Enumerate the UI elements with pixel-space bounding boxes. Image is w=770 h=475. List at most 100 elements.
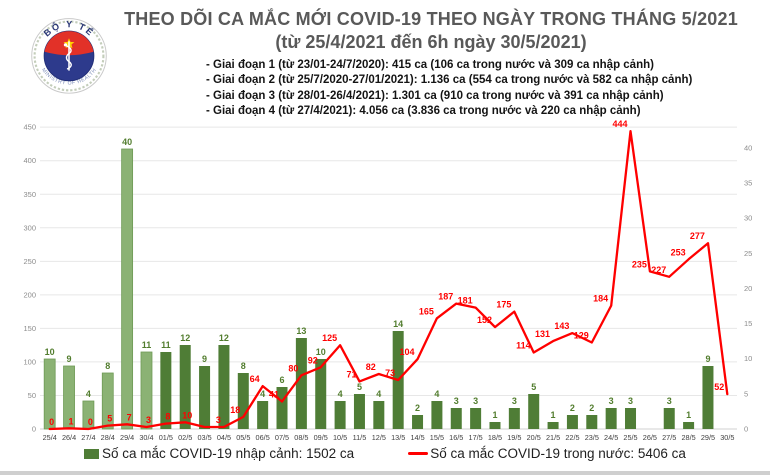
x-axis-label-10/5: 10/5 (333, 433, 347, 442)
page-subtitle: (từ 25/4/2021 đến 6h ngày 30/5/2021) (275, 32, 587, 52)
line-label-27/5: 227 (651, 265, 666, 275)
x-axis-label-29/4: 29/4 (120, 433, 134, 442)
bar-08/5 (295, 338, 307, 429)
bar-20/5 (528, 394, 540, 429)
x-axis-label-21/5: 21/5 (546, 433, 560, 442)
line-label-24/5: 184 (593, 294, 608, 304)
line-label-19/5: 175 (496, 300, 511, 310)
bar-label-25/5: 3 (628, 396, 633, 406)
x-axis-label-08/5: 08/5 (294, 433, 308, 442)
legend-domestic: Số ca mắc COVID-19 trong nước: 5406 ca (408, 446, 686, 461)
bar-28/5 (683, 422, 695, 429)
x-axis-label-05/5: 05/5 (236, 433, 250, 442)
x-axis-label-01/5: 01/5 (159, 433, 173, 442)
bar-label-17/5: 3 (473, 396, 478, 406)
line-label-26/4: 1 (69, 416, 74, 426)
bar-01/5 (160, 352, 172, 429)
y-axis-label-right: 30 (744, 214, 752, 223)
bar-label-16/5: 3 (454, 396, 459, 406)
x-axis-label-25/5: 25/5 (623, 433, 637, 442)
legend-bar-swatch (84, 448, 100, 459)
bar-03/5 (199, 366, 211, 429)
x-axis-label-04/5: 04/5 (217, 433, 231, 442)
bar-09/5 (315, 359, 327, 429)
x-axis-label-23/5: 23/5 (585, 433, 599, 442)
bar-label-25/4: 10 (45, 347, 55, 357)
x-axis-label-18/5: 18/5 (488, 433, 502, 442)
y-axis-label-right: 40 (744, 143, 752, 152)
y-axis-label-left: 200 (23, 290, 36, 299)
y-axis-label-right: 35 (744, 178, 752, 187)
x-axis-label-14/5: 14/5 (410, 433, 424, 442)
bar-label-15/5: 4 (434, 389, 439, 399)
line-label-07/5: 41 (269, 390, 279, 400)
bar-label-29/4: 40 (122, 137, 132, 147)
line-label-25/4: 0 (49, 417, 54, 427)
x-axis-label-28/4: 28/4 (101, 433, 115, 442)
case-line (48, 130, 729, 431)
y-axis-label-right: 5 (744, 389, 748, 398)
legend-label-imported: Số ca mắc COVID-19 nhập cảnh: 1502 ca (102, 446, 355, 461)
bar-label-23/5: 2 (589, 403, 594, 413)
bar-label-13/5: 14 (393, 319, 403, 329)
x-axis-label-29/5: 29/5 (701, 433, 715, 442)
x-axis-label-24/5: 24/5 (604, 433, 618, 442)
line-label-26/5: 235 (632, 259, 647, 269)
bar-label-19/5: 3 (512, 396, 517, 406)
line-label-23/5: 129 (574, 330, 589, 340)
line-label-01/5: 8 (165, 412, 170, 422)
y-axis-label-left: 50 (28, 391, 36, 400)
line-label-09/5: 92 (308, 355, 318, 365)
bar-label-14/5: 2 (415, 403, 420, 413)
bar-label-09/5: 10 (316, 347, 326, 357)
line-label-29/5: 277 (690, 231, 705, 241)
bar-label-03/5: 9 (202, 354, 207, 364)
bar-label-12/5: 4 (376, 389, 381, 399)
stage-summary: - Giai đoạn 1 (từ 23/01-24/7/2020): 415 … (206, 58, 692, 119)
x-axis-label-30/5: 30/5 (720, 433, 734, 442)
bar-23/5 (586, 415, 598, 429)
logo-staff-icon (68, 41, 70, 71)
moh-logo: BỘ Y TẾ MINISTRY OF HEALTH (31, 18, 107, 94)
line-label-05/5: 18 (230, 405, 240, 415)
bar-04/5 (218, 345, 230, 429)
bar-24/5 (605, 408, 617, 429)
bar-05/5 (237, 373, 249, 429)
bar-label-24/5: 3 (609, 396, 614, 406)
x-axis-label-03/5: 03/5 (197, 433, 211, 442)
x-axis-label-25/4: 25/4 (43, 433, 57, 442)
line-label-22/5: 143 (554, 321, 569, 331)
line-label-29/4: 7 (127, 412, 132, 422)
legend: Số ca mắc COVID-19 nhập cảnh: 1502 ca Số… (0, 446, 770, 461)
line-label-11/5: 71 (346, 369, 356, 379)
bar-29/5 (702, 366, 714, 429)
line-label-20/5: 114 (516, 341, 531, 351)
y-axis-label-left: 350 (23, 190, 36, 199)
line-label-15/5: 165 (419, 306, 434, 316)
bar-label-04/5: 12 (219, 333, 229, 343)
line-label-08/5: 80 (288, 363, 298, 373)
y-axis-label-left: 450 (23, 123, 36, 132)
stage-line-3: - Giai đoạn 3 (từ 28/01-26/4/2021): 1.30… (206, 89, 664, 102)
bar-label-21/5: 1 (551, 410, 556, 420)
x-axis-label-26/4: 26/4 (62, 433, 76, 442)
logo-snake-head (63, 43, 68, 47)
x-axis-label-12/5: 12/5 (372, 433, 386, 442)
stage-line-1: - Giai đoạn 1 (từ 23/01-24/7/2020): 415 … (206, 59, 654, 71)
x-axis-label-17/5: 17/5 (469, 433, 483, 442)
bar-label-28/4: 8 (105, 361, 110, 371)
bar-06/5 (257, 401, 269, 429)
bar-16/5 (450, 408, 462, 429)
x-axis-label-13/5: 13/5 (391, 433, 405, 442)
y-axis-label-right: 15 (744, 319, 752, 328)
line-label-21/5: 131 (535, 329, 550, 339)
line-label-12/5: 82 (366, 362, 376, 372)
covid-chart: 0501001502002503003504004500510152025303… (23, 119, 752, 442)
logo-laurel-wreath (33, 20, 105, 92)
x-axis-label-07/5: 07/5 (275, 433, 289, 442)
bar-17/5 (470, 408, 482, 429)
x-axis-label-28/5: 28/5 (681, 433, 695, 442)
y-axis-label-left: 250 (23, 257, 36, 266)
y-axis-label-left: 400 (23, 156, 36, 165)
